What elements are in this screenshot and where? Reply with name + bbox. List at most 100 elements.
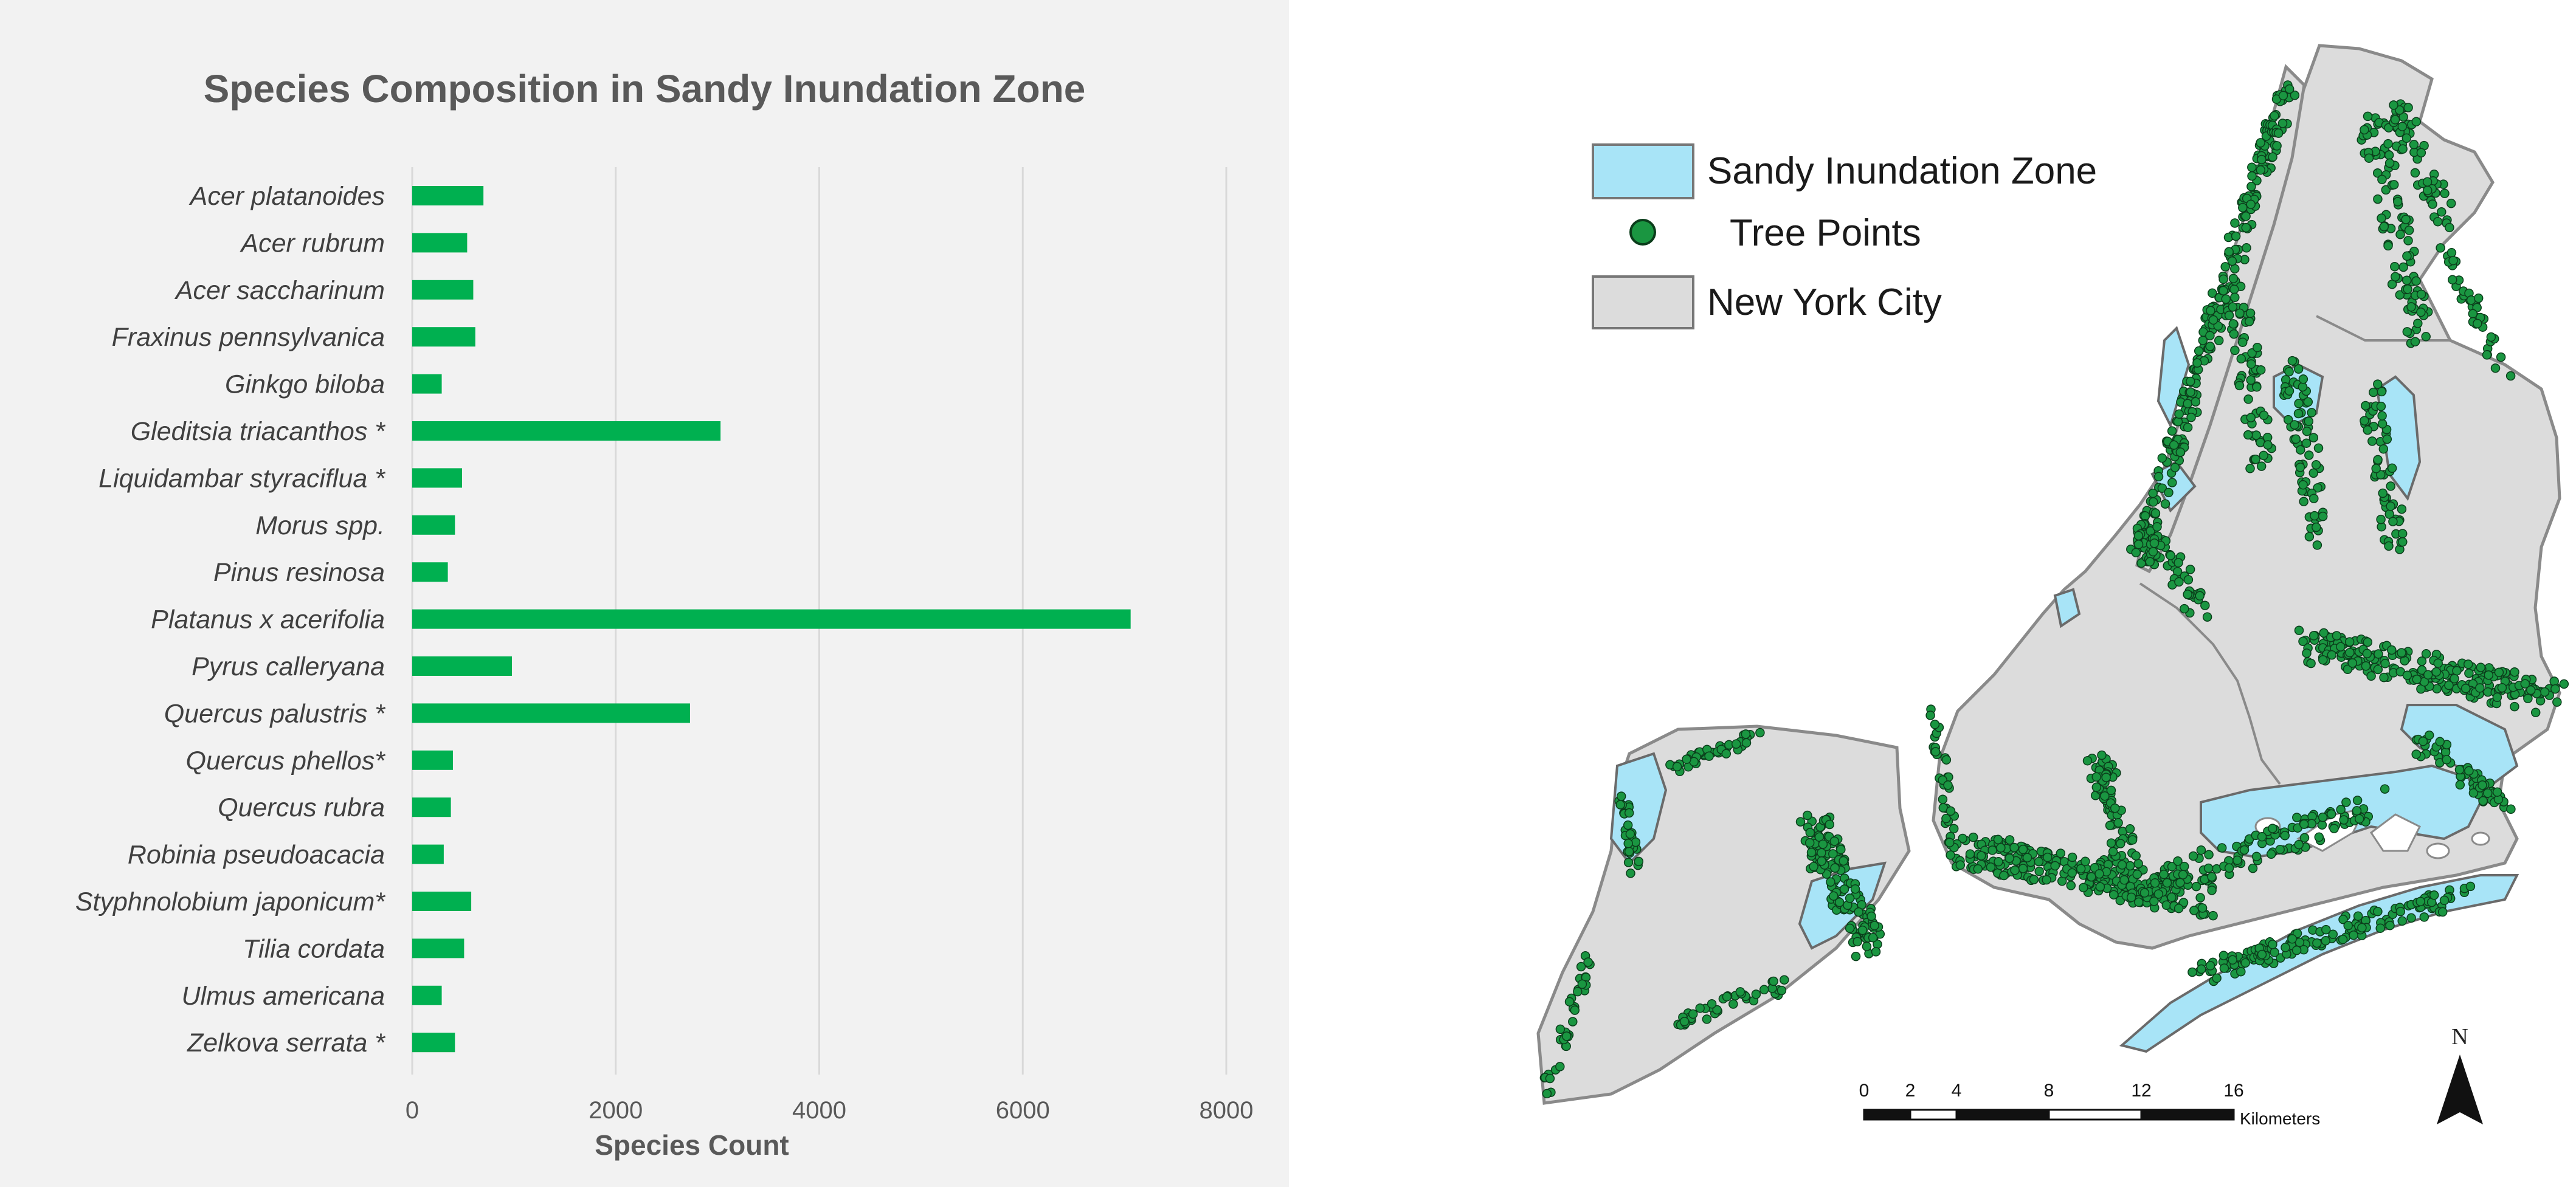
tree-point bbox=[2326, 809, 2336, 819]
tree-point bbox=[1866, 911, 1876, 921]
tree-point bbox=[2133, 859, 2143, 869]
tree-point bbox=[2090, 863, 2099, 873]
bar bbox=[412, 1033, 455, 1053]
tree-point bbox=[1826, 877, 1835, 887]
tree-point bbox=[2357, 923, 2367, 933]
tree-point bbox=[2442, 755, 2451, 765]
tree-point bbox=[2188, 967, 2197, 977]
tree-point bbox=[2380, 659, 2390, 669]
x-axis-label: Species Count bbox=[595, 1129, 789, 1161]
tree-point bbox=[2526, 685, 2536, 695]
tree-point bbox=[2304, 532, 2315, 542]
tree-point bbox=[2415, 896, 2425, 907]
tree-point bbox=[2207, 872, 2217, 882]
tree-point bbox=[2376, 514, 2386, 525]
tree-point bbox=[1818, 839, 1828, 849]
tree-point bbox=[2374, 649, 2383, 659]
tree-point bbox=[1829, 836, 1840, 846]
tree-point bbox=[2153, 889, 2164, 899]
tree-point bbox=[1707, 999, 1717, 1009]
tree-point bbox=[2268, 152, 2277, 162]
bar bbox=[412, 797, 451, 817]
tree-point bbox=[2389, 100, 2398, 110]
tree-point bbox=[2308, 433, 2319, 442]
bar-chart: Species Composition in Sandy Inundation … bbox=[75, 67, 1254, 1161]
tree-point bbox=[2246, 199, 2256, 209]
tree-point bbox=[2523, 693, 2533, 704]
tree-point bbox=[2314, 832, 2324, 842]
tree-point bbox=[2327, 650, 2337, 660]
tree-point bbox=[2175, 878, 2185, 888]
tree-point bbox=[2005, 853, 2014, 863]
tree-point bbox=[2148, 488, 2158, 498]
scale-bar-label: 16 bbox=[2223, 1081, 2243, 1101]
tree-point bbox=[1943, 780, 1953, 790]
tree-point bbox=[1722, 992, 1732, 1002]
tree-point bbox=[1623, 838, 1633, 848]
tree-point bbox=[2291, 945, 2302, 955]
tree-point bbox=[2224, 311, 2234, 320]
tree-point bbox=[1704, 751, 1714, 761]
tree-point bbox=[2161, 900, 2172, 910]
tree-point bbox=[2194, 346, 2204, 356]
tree-point bbox=[2108, 847, 2118, 856]
tree-point bbox=[2378, 488, 2388, 498]
tree-point bbox=[2303, 397, 2313, 407]
category-label: Pyrus calleryana bbox=[192, 652, 385, 681]
tree-point bbox=[2101, 772, 2111, 782]
tree-point bbox=[2344, 637, 2355, 647]
tree-point bbox=[2317, 820, 2327, 830]
tree-point bbox=[2228, 955, 2237, 965]
legend-swatch-nyc bbox=[1592, 275, 1694, 329]
tree-point bbox=[2302, 426, 2312, 436]
tree-point bbox=[2366, 671, 2376, 681]
tree-point bbox=[2150, 878, 2160, 888]
tree-point bbox=[2510, 667, 2519, 677]
tree-point bbox=[2238, 202, 2248, 213]
tree-point bbox=[2313, 443, 2324, 453]
scale-bar-segment bbox=[2140, 1109, 2235, 1121]
tree-point bbox=[2385, 920, 2395, 931]
tree-point bbox=[2401, 215, 2411, 224]
tree-point bbox=[2095, 882, 2105, 892]
tree-point bbox=[2468, 788, 2479, 798]
tree-point bbox=[2240, 958, 2250, 968]
tree-point bbox=[2497, 683, 2507, 693]
tree-point bbox=[1576, 962, 1586, 972]
tree-point bbox=[2056, 848, 2066, 858]
tree-point bbox=[2200, 600, 2210, 610]
bar bbox=[412, 327, 475, 347]
tree-point bbox=[2496, 352, 2506, 362]
tree-point bbox=[2247, 162, 2257, 173]
tree-point bbox=[2492, 787, 2502, 797]
tree-point bbox=[2395, 229, 2405, 239]
north-arrow: N bbox=[2437, 1024, 2483, 1124]
tree-point bbox=[2387, 645, 2397, 655]
tree-point bbox=[2383, 241, 2393, 251]
tree-point bbox=[2492, 692, 2502, 703]
tree-point bbox=[2180, 604, 2189, 614]
tree-point bbox=[1993, 834, 2003, 845]
tree-point bbox=[2234, 380, 2245, 391]
category-label: Fraxinus pennsylvanica bbox=[112, 323, 385, 352]
tree-point bbox=[2149, 538, 2160, 548]
tree-point bbox=[2478, 796, 2488, 806]
tree-point bbox=[1577, 979, 1587, 989]
tree-point bbox=[2419, 912, 2429, 922]
tree-point bbox=[2318, 655, 2328, 665]
bar bbox=[412, 421, 721, 441]
tree-point bbox=[2174, 558, 2183, 568]
tree-point bbox=[2349, 930, 2358, 940]
tree-point bbox=[2236, 966, 2246, 977]
tree-point bbox=[1624, 808, 1634, 818]
tree-point bbox=[2371, 464, 2381, 473]
tree-point bbox=[2409, 140, 2419, 150]
map-legend: Sandy Inundation Zone Tree Points New Yo… bbox=[1592, 143, 2097, 329]
tree-point bbox=[2388, 517, 2398, 526]
tree-point bbox=[2133, 531, 2144, 541]
tree-point bbox=[2207, 886, 2217, 895]
tree-point bbox=[1573, 986, 1583, 997]
category-label: Platanus x acerifolia bbox=[151, 605, 385, 635]
tree-point bbox=[1834, 897, 1845, 907]
tree-point bbox=[1871, 947, 1881, 957]
